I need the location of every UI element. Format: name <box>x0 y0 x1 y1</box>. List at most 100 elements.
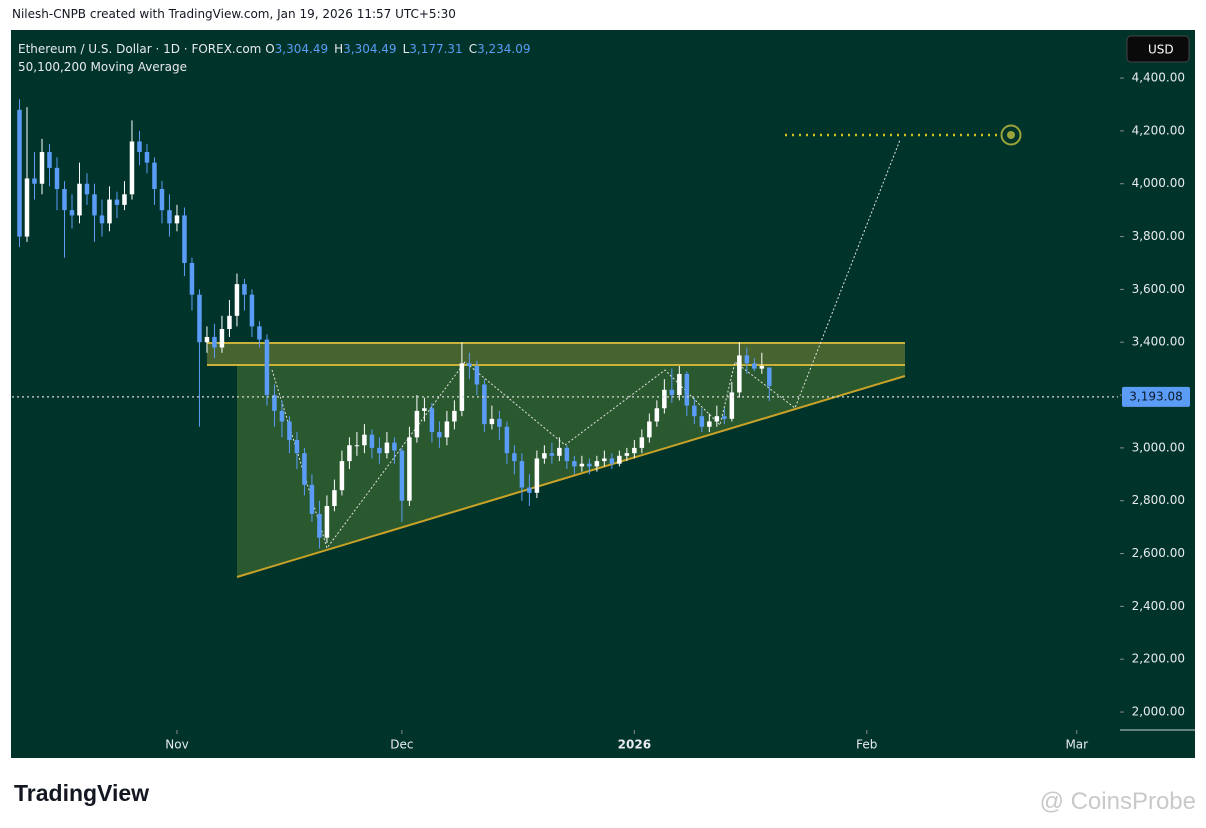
candle-body <box>512 453 517 462</box>
candle-body <box>534 458 540 493</box>
candle-body <box>459 363 465 411</box>
ohlc-key: L <box>402 42 410 56</box>
candle-body <box>467 363 472 366</box>
candle-body <box>294 439 300 454</box>
candle-body <box>302 453 307 485</box>
candle-body <box>564 447 570 462</box>
candle-body <box>767 367 772 387</box>
y-tick-label: 2,000.00 <box>1132 705 1185 719</box>
candle-body <box>122 194 127 205</box>
candle-body <box>264 339 270 396</box>
drawings <box>207 124 1022 578</box>
candle-body <box>594 461 600 467</box>
candle-body <box>219 329 225 348</box>
y-tick-label: 4,200.00 <box>1132 123 1185 137</box>
ohlc-value: 3,234.09 <box>477 42 531 56</box>
candle-body <box>197 294 202 343</box>
candle-body <box>609 458 615 464</box>
y-tick-label: 4,000.00 <box>1132 176 1185 190</box>
candle-body <box>77 183 82 216</box>
target-marker <box>1000 124 1022 146</box>
candle-body <box>414 410 420 438</box>
y-tick-label: 2,600.00 <box>1132 546 1185 560</box>
legend-title: Ethereum / U.S. Dollar · 1D · FOREX.com <box>18 42 262 56</box>
header: Nilesh-CNPB created with TradingView.com… <box>12 7 456 21</box>
candle-body <box>384 442 390 454</box>
candle-body <box>617 455 622 464</box>
candle-body <box>527 487 532 493</box>
ohlc-value: 3,177.31 <box>409 42 463 56</box>
x-tick-label: Mar <box>1065 738 1088 752</box>
candle-body <box>639 437 645 448</box>
candle-body <box>362 434 367 446</box>
y-tick-label: 2,200.00 <box>1132 652 1185 666</box>
watermark: @ CoinsProbe <box>1039 788 1196 815</box>
candle-body <box>272 395 277 411</box>
candle-body <box>752 363 757 369</box>
y-tick-label: 3,400.00 <box>1132 335 1185 349</box>
candle-body <box>62 189 67 211</box>
candle-body <box>257 326 262 340</box>
candle-body <box>399 450 405 501</box>
candle-body <box>377 447 382 454</box>
candle-body <box>677 373 682 396</box>
candle-body <box>32 178 37 184</box>
candle-body <box>279 410 285 422</box>
candle-body <box>519 461 525 488</box>
candle-body <box>654 408 660 422</box>
candle-body <box>47 152 52 168</box>
x-tick-label: Nov <box>165 738 188 752</box>
candle-body <box>624 453 630 456</box>
currency-button[interactable] <box>1126 35 1190 63</box>
candle-body <box>714 416 720 422</box>
projection-path <box>271 139 901 550</box>
candle-body <box>152 162 157 190</box>
candle-body <box>684 373 690 406</box>
y-tick-label: 4,400.00 <box>1132 71 1185 85</box>
candle-body <box>392 442 397 451</box>
candle-body <box>572 461 577 467</box>
candle-body <box>107 199 112 224</box>
x-tick-label: Feb <box>856 738 877 752</box>
candle-body <box>579 463 585 467</box>
candle-body <box>504 426 510 454</box>
candle-body <box>602 458 607 462</box>
candle-body <box>549 453 555 456</box>
candle-body <box>744 355 750 364</box>
candle-body <box>699 416 705 427</box>
candle-body <box>309 484 315 514</box>
triangle-zone <box>237 365 905 577</box>
candle-body <box>444 421 450 438</box>
candle-body <box>317 513 322 538</box>
tradingview-logo: TradingView <box>14 780 150 806</box>
currency-label: USD <box>1148 43 1174 57</box>
candle-body <box>24 178 30 237</box>
ohlc-value: 3,304.49 <box>274 42 329 56</box>
support-trendline <box>236 375 906 578</box>
y-tick-label: 2,400.00 <box>1132 599 1185 613</box>
candle-body <box>407 437 412 501</box>
ohlc-key: C <box>468 42 478 56</box>
y-tick-label: 3,800.00 <box>1132 229 1185 243</box>
target-dot <box>1007 131 1015 139</box>
candle-body <box>474 366 480 385</box>
candle-body <box>647 421 652 438</box>
candle-body <box>144 152 150 163</box>
candle-body <box>114 199 120 205</box>
candle-body <box>324 506 330 538</box>
candle-body <box>69 210 75 216</box>
candle-body <box>17 109 22 237</box>
candle-body <box>347 445 352 462</box>
y-tick-label: 3,600.00 <box>1132 282 1185 296</box>
candle-body <box>287 421 292 440</box>
x-tick-label: Dec <box>390 738 413 752</box>
candle-body <box>332 490 337 506</box>
current-price-badge <box>1122 386 1190 407</box>
ohlc-key: O <box>265 42 275 56</box>
candle-body <box>212 336 217 348</box>
current-price-label: 3,193.08 <box>1129 389 1182 403</box>
candle-body <box>422 408 427 411</box>
ohlc-value: 3,304.49 <box>343 42 397 56</box>
candle-body <box>339 461 345 491</box>
